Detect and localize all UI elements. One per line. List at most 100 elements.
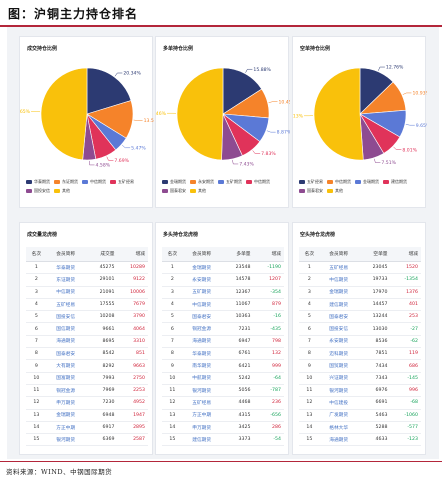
table-row: 14 格林大华 5288 -577 (299, 421, 421, 435)
legend-item: 中信期货 (82, 177, 106, 186)
rank-cell: 15 (162, 433, 183, 447)
pie-card-title: 多单持仓比例 (163, 46, 194, 52)
volume-cell: 10208 (84, 310, 118, 324)
member-cell: 永安期货 (319, 335, 358, 349)
rank-cell: 2 (26, 273, 47, 287)
rank-cell: 15 (299, 433, 320, 447)
pie-chart-long: 15.88% 10.45% 8.87% 7.83% 7.43% 49.46% (156, 67, 290, 168)
legend-swatch (162, 188, 168, 193)
change-cell: 1947 (117, 409, 148, 422)
pie-legend-volume: 华泰期货 东证期货 中信期货 五矿经易国投安信 其他 (26, 177, 146, 195)
table-row: 12 中信建投 6691 -68 (299, 396, 421, 410)
pie-slice (176, 67, 224, 161)
member-cell: 大有期货 (46, 359, 85, 373)
member-cell: 金瑞期货 (182, 261, 221, 275)
change-cell: 4064 (117, 322, 148, 336)
member-cell: 中信期货 (319, 273, 358, 287)
legend-swatch (327, 188, 333, 193)
title-divider (0, 25, 442, 27)
legend-swatch (218, 179, 224, 184)
legend-swatch (26, 188, 32, 193)
table-header-row: 名次 会员简称 成交量 增减 (26, 247, 148, 262)
column-header: 会员简称 (46, 247, 85, 262)
table-row: 13 广发期货 5463 -1060 (299, 409, 421, 422)
member-cell: 银河期货 (319, 384, 358, 398)
rank-cell: 8 (299, 347, 320, 361)
column-header: 会员简称 (182, 247, 221, 262)
member-cell: 国投安信 (319, 322, 358, 336)
table-card-title: 多头持仓龙虎榜 (163, 232, 199, 238)
member-cell: 方正中期 (46, 421, 85, 435)
volume-cell: 11067 (220, 298, 254, 312)
volume-cell: 6369 (84, 433, 118, 447)
member-cell: 中信期货 (182, 298, 221, 312)
table-row: 7 海通期货 6947 798 (162, 335, 284, 349)
rank-cell: 15 (26, 433, 47, 447)
table-card-title: 空头持仓龙虎榜 (300, 232, 336, 238)
change-cell: -656 (253, 409, 284, 422)
pie-label-leader (405, 124, 415, 126)
legend-label: 中信期货 (90, 179, 106, 184)
table-header-row: 名次 会员简称 多单量 增减 (162, 247, 284, 262)
pie-label-leader (393, 146, 402, 150)
legend-swatch (299, 179, 305, 184)
legend-item: 五矿期货 (218, 177, 242, 186)
rank-cell: 12 (162, 396, 183, 410)
rank-cell: 12 (299, 396, 320, 410)
table-card-short: 空头持仓龙虎榜 名次 会员简称 空单量 增减 1 五矿经易 23045 1520 2 中信期货 19… (292, 222, 426, 455)
table-row: 6 国信期货 9661 4064 (26, 322, 148, 336)
rank-cell: 3 (299, 286, 320, 299)
table-row: 6 铜冠金源 7231 -435 (162, 322, 284, 336)
member-cell: 金瑞期货 (319, 286, 358, 299)
volume-cell: 23045 (357, 261, 391, 275)
legend-label: 五矿经易 (118, 179, 134, 184)
legend-item: 华泰期货 (26, 177, 50, 186)
member-cell: 五矿经易 (46, 298, 85, 312)
pie-chart-short: 12.76% 10.93% 9.65% 8.01% 7.51% 51.13% (293, 65, 427, 167)
change-cell: 9663 (117, 359, 148, 373)
change-cell: -27 (390, 322, 421, 336)
change-cell: 851 (117, 347, 148, 361)
table-row: 15 海通期货 4633 -123 (299, 433, 421, 447)
legend-swatch (54, 188, 60, 193)
table-row: 11 银河期货 5056 -787 (162, 384, 284, 398)
member-cell: 广发期货 (319, 409, 358, 422)
ranking-table-short: 名次 会员简称 空单量 增减 1 五矿经易 23045 1520 2 中信期货 19733 -1354… (299, 247, 421, 447)
change-cell: 1207 (253, 273, 284, 287)
volume-cell: 5056 (220, 384, 254, 398)
pie-card-volume: 成交持仓比例 20.34% 13.57% 5.47% 7.69%4.58% 48.65%… (19, 36, 154, 208)
pie-slice (40, 67, 88, 161)
volume-cell: 4315 (220, 409, 254, 422)
table-row: 13 方正中期 4315 -656 (162, 409, 284, 422)
legend-label: 华泰期货 (34, 179, 50, 184)
rank-cell: 2 (162, 273, 183, 287)
change-cell: 236 (253, 396, 284, 410)
pie-label-leader (114, 72, 123, 77)
volume-cell: 6947 (220, 335, 254, 349)
member-cell: 国泰君安 (182, 310, 221, 324)
change-cell: -64 (253, 372, 284, 385)
member-cell: 海通期货 (319, 433, 358, 447)
volume-cell: 7851 (357, 347, 391, 361)
member-cell: 国富期货 (46, 372, 85, 385)
legend-label: 建信期货 (391, 179, 407, 184)
volume-cell: 6948 (84, 409, 118, 422)
pie-data-label: 7.83% (261, 151, 276, 157)
table-row: 8 国泰君安 8542 851 (26, 347, 148, 361)
volume-cell: 8292 (84, 359, 118, 373)
change-cell: -354 (253, 286, 284, 299)
legend-item: 永安期货 (190, 177, 214, 186)
member-cell: 中信建投 (319, 396, 358, 410)
volume-cell: 6976 (357, 384, 391, 398)
volume-cell: 7993 (84, 372, 118, 385)
rank-cell: 14 (26, 421, 47, 435)
pie-label-leader (378, 66, 385, 71)
table-row: 4 五矿经易 17555 7679 (26, 298, 148, 312)
rank-cell: 10 (299, 372, 320, 385)
volume-cell: 14457 (357, 298, 391, 312)
pie-data-label: 48.65% (20, 109, 31, 115)
volume-cell: 14578 (220, 273, 254, 287)
volume-cell: 7231 (220, 322, 254, 336)
table-row: 15 银河期货 6369 2587 (26, 433, 148, 447)
table-row: 1 金瑞期货 23548 -1190 (162, 261, 284, 275)
